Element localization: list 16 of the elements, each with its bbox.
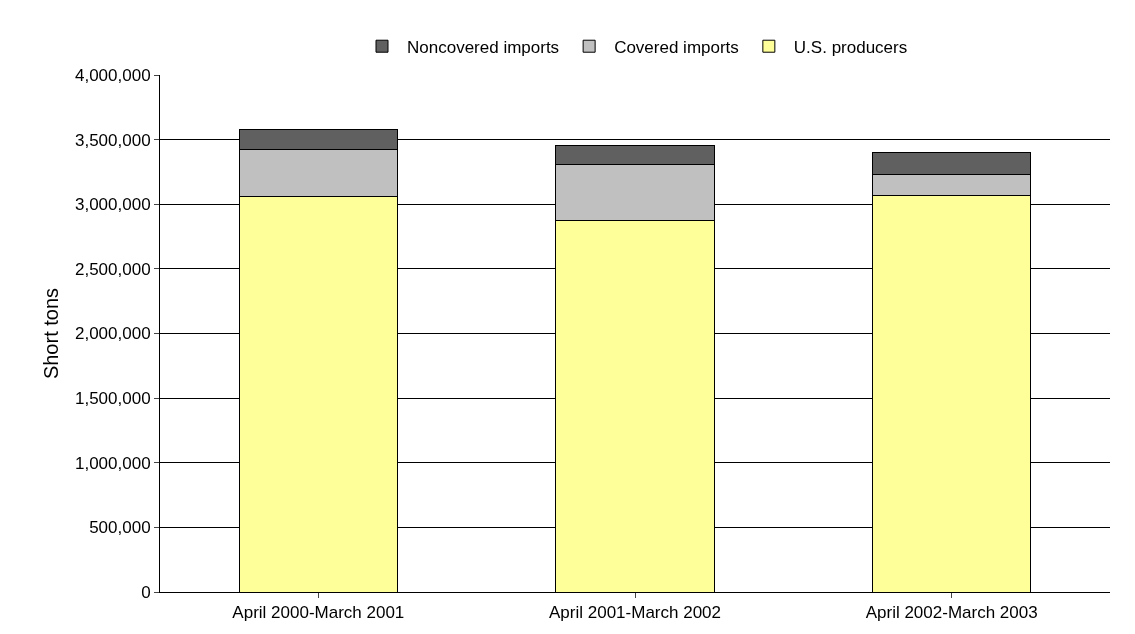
x-tick-label: April 2002-March 2003 bbox=[865, 603, 1038, 623]
y-tick-label: 1,500,000 bbox=[74, 389, 151, 409]
legend-label: Covered imports bbox=[614, 37, 739, 57]
y-tick-label: 4,000,000 bbox=[74, 65, 151, 85]
y-tick-label: 500,000 bbox=[89, 518, 151, 538]
x-tick-label: April 2001-March 2002 bbox=[549, 603, 721, 623]
x-tick-label: April 2000-March 2001 bbox=[232, 603, 405, 623]
y-tick-label: 2,500,000 bbox=[74, 259, 151, 279]
legend-label: U.S. producers bbox=[793, 37, 908, 57]
y-tick-label: 1,000,000 bbox=[74, 453, 151, 473]
y-tick-label: 2,000,000 bbox=[74, 324, 151, 344]
y-tick-label: 3,000,000 bbox=[74, 195, 151, 215]
legend-label: Noncovered imports bbox=[407, 37, 560, 57]
y-tick-label: 3,500,000 bbox=[74, 130, 151, 150]
y-tick-label: 0 bbox=[141, 582, 151, 602]
y-axis-title: Short tons bbox=[40, 287, 63, 380]
